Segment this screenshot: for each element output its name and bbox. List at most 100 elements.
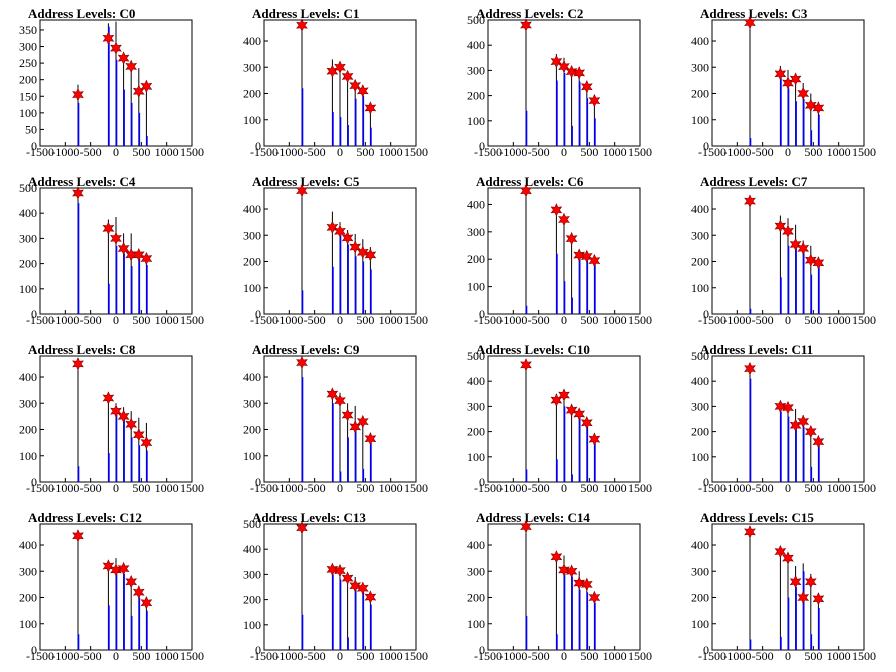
x-tick-label: -1000	[499, 649, 527, 663]
y-tick-label: 100	[243, 281, 261, 295]
peak-star-marker	[326, 562, 339, 577]
y-tick-label: 100	[467, 450, 485, 464]
chart-title: Address Levels: C1	[252, 6, 360, 21]
peak-star-marker	[356, 84, 369, 98]
x-tick-label: 0	[785, 313, 791, 327]
y-tick-label: 300	[467, 225, 485, 239]
chart-title: Address Levels: C3	[700, 6, 808, 21]
x-tick-label: 1000	[379, 649, 403, 663]
x-tick-label: 500	[132, 481, 150, 495]
y-tick-label: 350	[19, 23, 37, 37]
y-tick-label: 400	[243, 542, 261, 556]
peak-star-marker	[341, 231, 354, 245]
x-tick-label: 1500	[404, 313, 428, 327]
x-tick-label: 0	[785, 481, 791, 495]
x-tick-label: -1500	[250, 313, 278, 327]
y-tick-label: 200	[467, 591, 485, 605]
chart-title: Address Levels: C14	[476, 510, 590, 525]
peak-star-marker	[132, 248, 145, 262]
y-tick-label: 0	[31, 475, 37, 489]
y-tick-label: 200	[19, 73, 37, 87]
peak-star-marker	[573, 248, 586, 262]
chart-title: Address Levels: C9	[252, 342, 360, 357]
y-tick-label: 100	[243, 449, 261, 463]
peak-star-marker	[789, 418, 802, 433]
peak-star-marker	[117, 409, 130, 424]
chart-title: Address Levels: C8	[28, 342, 136, 357]
peak-star-marker	[110, 231, 122, 246]
x-tick-label: -1500	[250, 649, 278, 663]
x-tick-label: 1500	[628, 313, 652, 327]
y-tick-label: 400	[691, 34, 709, 48]
chart-panel: Address Levels: C15 0 100 200 300 400 -1500 -10…	[672, 504, 896, 672]
peak-star-marker	[125, 59, 138, 74]
y-tick-label: 100	[691, 113, 709, 127]
peak-star-marker	[102, 559, 115, 573]
y-tick-label: 200	[19, 257, 37, 271]
y-tick-label: 200	[467, 89, 485, 103]
peak-star-marker	[797, 590, 810, 605]
x-tick-label: 1500	[852, 313, 876, 327]
peak-star-marker	[812, 592, 825, 606]
x-tick-label: -1000	[275, 481, 303, 495]
chart-plot: 0 100 200 300 400 500 -1500-1000 -500 0 500 1000 15…	[243, 517, 428, 663]
peak-star-marker	[520, 358, 532, 372]
peak-star-marker	[789, 72, 802, 86]
x-tick-label: 0	[561, 481, 567, 495]
x-tick-label: -1500	[698, 481, 726, 495]
peak-star-marker	[72, 186, 84, 200]
y-tick-label: 300	[19, 396, 37, 410]
peak-star-marker	[812, 256, 825, 270]
x-tick-label: -500	[80, 145, 102, 159]
chart-title: Address Levels: C15	[700, 510, 814, 525]
peak-star-marker	[588, 93, 601, 108]
peak-star-marker	[72, 87, 84, 102]
x-tick-label: -500	[528, 145, 550, 159]
peak-star-marker	[744, 525, 756, 539]
peak-star-marker	[364, 248, 377, 262]
x-tick-label: 500	[804, 313, 822, 327]
x-tick-label: 1000	[379, 313, 403, 327]
peak-star-marker	[364, 431, 377, 446]
x-tick-label: -500	[80, 313, 102, 327]
x-tick-label: 1000	[603, 313, 627, 327]
y-tick-label: 400	[467, 38, 485, 52]
chart-title: Address Levels: C7	[700, 174, 808, 189]
peak-star-marker	[132, 585, 145, 599]
chart-panel: Address Levels: C6 0 100 200 300 400 -1500 -100…	[448, 168, 672, 336]
y-tick-label: 500	[467, 13, 485, 27]
chart-plot: 0 100 200 300 400 -1500-1000 -500 0 500 1000 1500	[467, 519, 652, 663]
y-tick-label: 200	[691, 255, 709, 269]
y-tick-label: 200	[243, 593, 261, 607]
y-tick-label: 300	[19, 564, 37, 578]
y-tick-label: 500	[19, 181, 37, 195]
peak-star-marker	[334, 60, 346, 74]
y-tick-label: 0	[31, 643, 37, 657]
x-tick-label: 1500	[404, 481, 428, 495]
y-tick-label: 200	[691, 591, 709, 605]
y-tick-label: 300	[691, 228, 709, 242]
x-tick-label: 500	[804, 145, 822, 159]
peak-star-marker	[789, 237, 802, 252]
chart-plot: 0 100 200 300 400 500 -1500-1000 -500 0 500 1000 15…	[467, 349, 652, 495]
x-tick-label: 0	[113, 649, 119, 663]
peak-star-marker	[140, 79, 153, 94]
peak-star-marker	[558, 212, 570, 227]
x-tick-label: 500	[580, 481, 598, 495]
y-tick-label: 250	[19, 56, 37, 70]
x-tick-label: 1000	[827, 649, 851, 663]
peak-star-marker	[812, 101, 825, 115]
x-tick-label: -1000	[723, 313, 751, 327]
peak-star-marker	[573, 407, 586, 421]
x-tick-label: -500	[528, 649, 550, 663]
peak-star-marker	[132, 428, 145, 442]
peak-star-marker	[72, 529, 84, 543]
x-tick-label: -500	[80, 481, 102, 495]
peak-star-marker	[140, 251, 153, 266]
y-tick-label: 400	[243, 202, 261, 216]
chart-title: Address Levels: C0	[28, 6, 136, 21]
y-tick-label: 400	[467, 197, 485, 211]
y-tick-label: 200	[19, 591, 37, 605]
y-tick-label: 400	[691, 374, 709, 388]
y-tick-label: 0	[255, 643, 261, 657]
